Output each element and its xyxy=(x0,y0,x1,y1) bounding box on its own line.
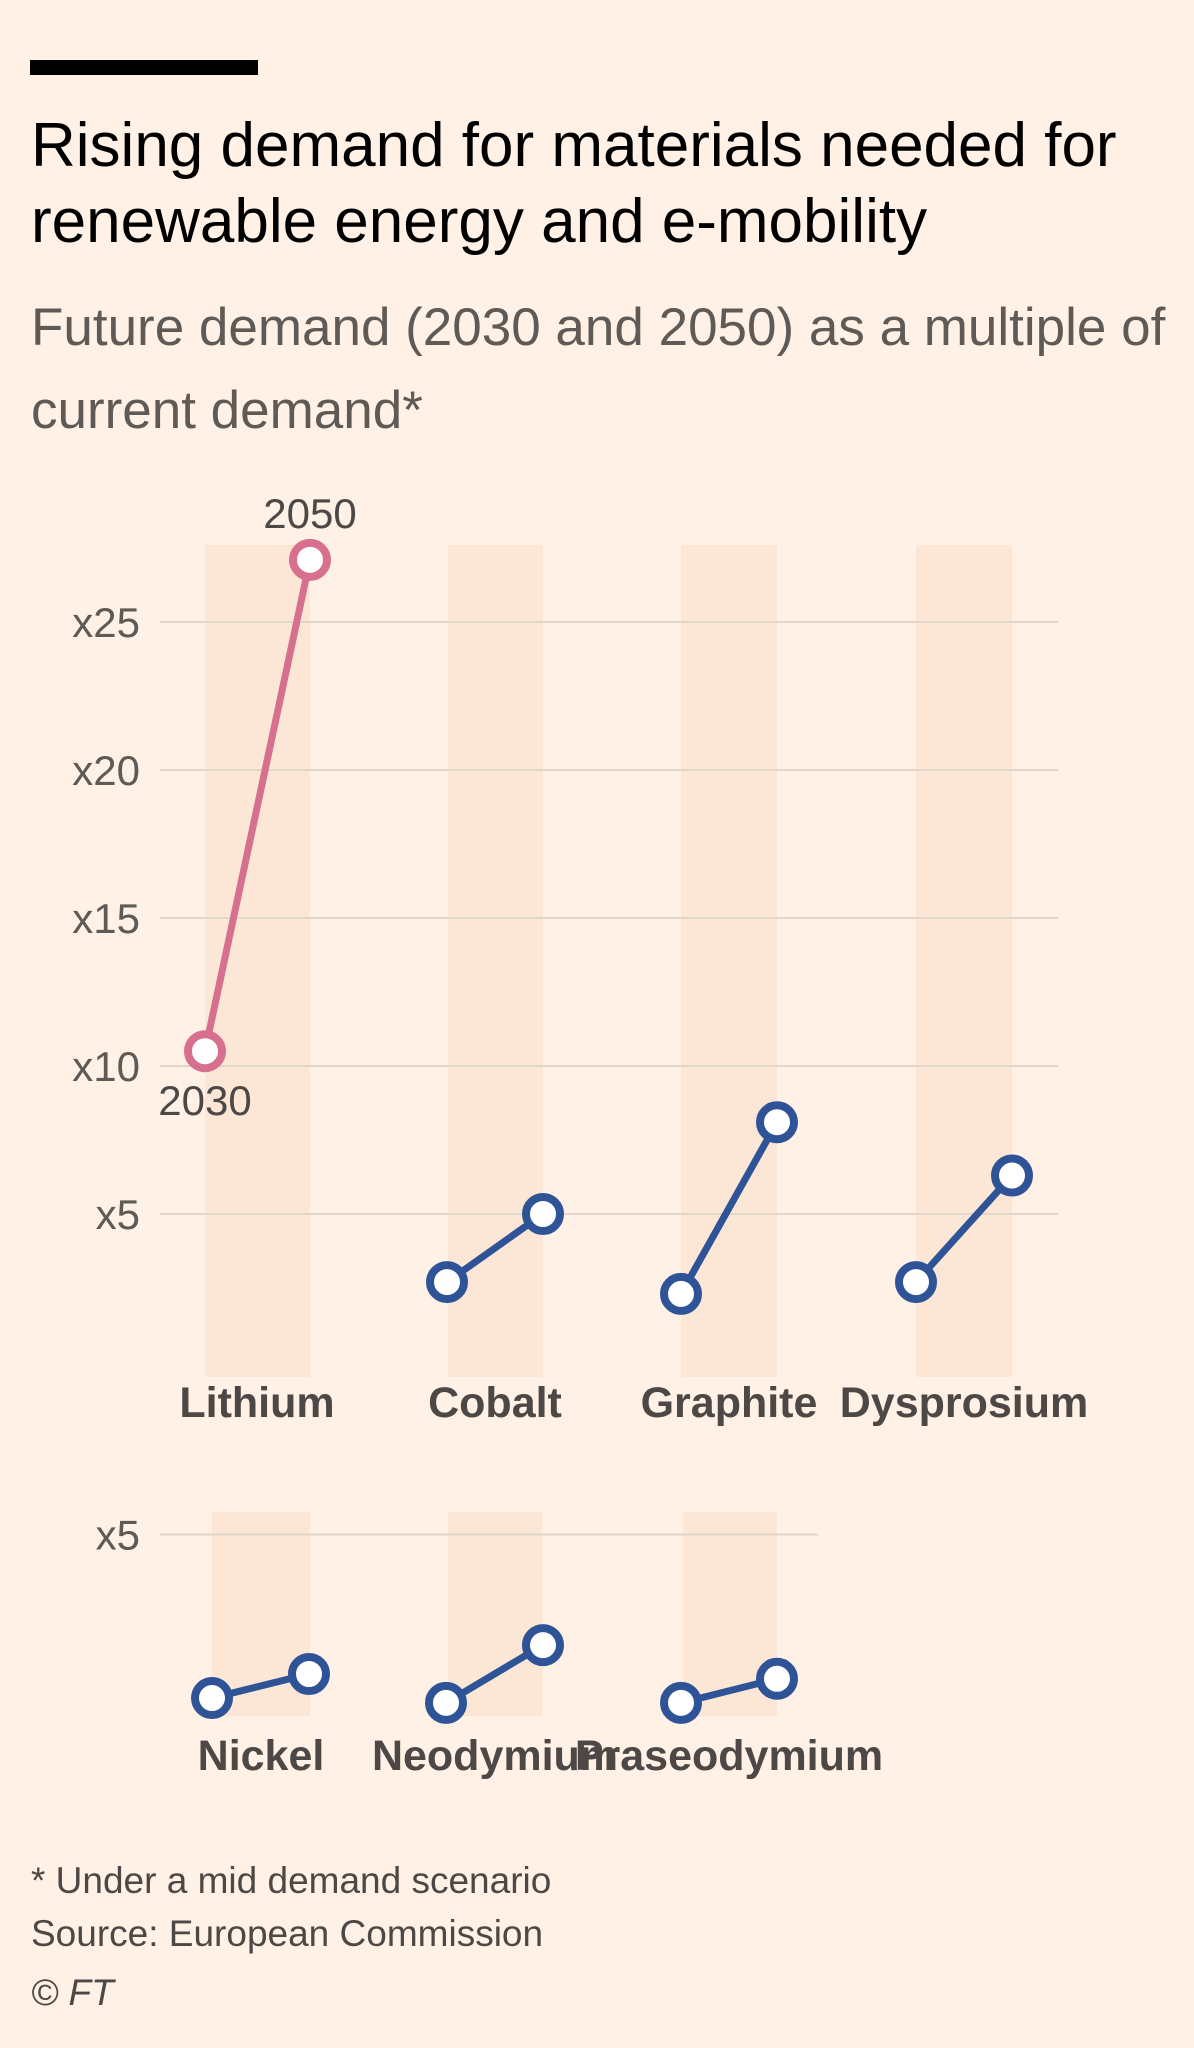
slope-line-graphite xyxy=(677,1118,781,1298)
column-band-graphite xyxy=(681,545,777,1377)
point-2030-praseodymium xyxy=(660,1681,702,1724)
point-2050-graphite xyxy=(756,1101,798,1144)
slope-line-lithium xyxy=(201,556,314,1055)
chart-subtitle: Future demand (2030 and 2050) as a multi… xyxy=(31,298,1166,440)
y-tick-label: x20 xyxy=(72,747,140,794)
y-tick-label: x5 xyxy=(96,1191,140,1238)
copyright: © FT xyxy=(31,1972,114,2013)
point-2030-neodymium xyxy=(425,1681,467,1724)
y-tick-label: x15 xyxy=(72,895,140,942)
point-2050-dysprosium xyxy=(991,1154,1033,1197)
point-2050-neodymium xyxy=(522,1624,564,1667)
point-2030-graphite xyxy=(660,1272,702,1315)
point-2030-lithium xyxy=(184,1030,226,1073)
point-2030-cobalt xyxy=(426,1261,468,1304)
point-2030-nickel xyxy=(191,1677,233,1720)
column-band-cobalt xyxy=(448,545,543,1377)
point-2050-cobalt xyxy=(522,1193,564,1235)
footnote: * Under a mid demand scenario xyxy=(31,1860,552,1901)
category-label: Dysprosium xyxy=(840,1379,1089,1427)
category-label: Praseodymium xyxy=(575,1732,883,1780)
y-tick-label: x10 xyxy=(72,1043,140,1090)
y-tick-label: x25 xyxy=(72,599,140,646)
point-2050-lithium xyxy=(289,538,331,581)
point-2050-nickel xyxy=(288,1653,330,1695)
chart-title: Rising demand for materials needed for r… xyxy=(31,111,1117,256)
point-2030-dysprosium xyxy=(895,1261,937,1304)
category-label: Graphite xyxy=(641,1379,818,1427)
y-tick-label: x5 xyxy=(96,1512,140,1559)
annotation-2030: 2030 xyxy=(158,1077,251,1124)
category-label: Cobalt xyxy=(428,1379,562,1427)
category-label: Neodymium xyxy=(372,1732,618,1780)
column-band-neodymium xyxy=(448,1512,542,1716)
source-note: Source: European Commission xyxy=(31,1913,544,1954)
slope-line-dysprosium xyxy=(912,1172,1016,1286)
annotation-2050: 2050 xyxy=(263,490,356,537)
category-label: Nickel xyxy=(198,1732,325,1780)
column-band-dysprosium xyxy=(916,545,1012,1377)
point-2050-praseodymium xyxy=(756,1657,798,1700)
top-rule xyxy=(30,60,258,75)
category-label: Lithium xyxy=(179,1379,334,1427)
